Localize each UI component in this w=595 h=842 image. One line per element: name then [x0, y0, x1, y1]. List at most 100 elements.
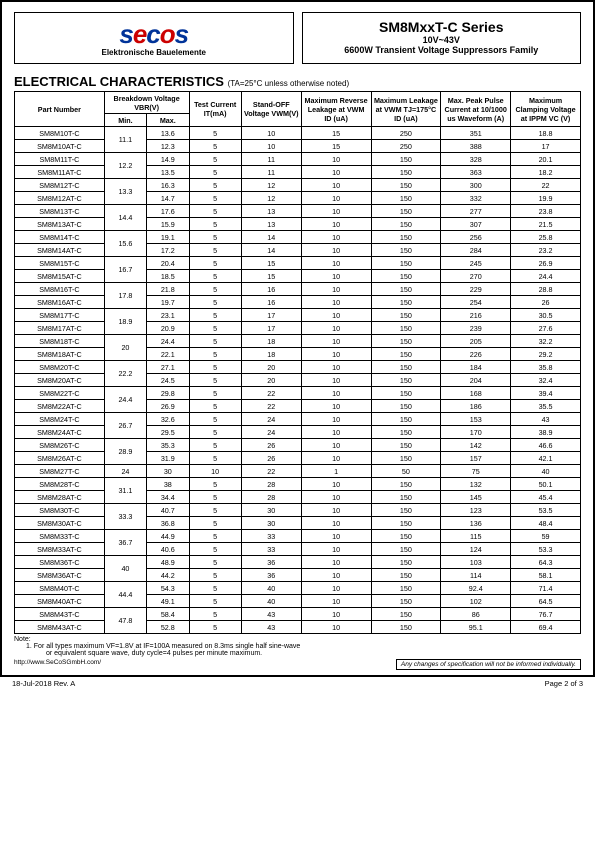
cell-ir: 10: [301, 517, 371, 530]
cell-bv-min: 18.9: [104, 309, 146, 335]
cell-ir175: 150: [371, 205, 441, 218]
cell-vwm: 43: [241, 621, 301, 634]
cell-ir175: 150: [371, 621, 441, 634]
cell-vwm: 12: [241, 179, 301, 192]
cell-vwm: 20: [241, 361, 301, 374]
cell-ipp: 95.1: [441, 621, 511, 634]
table-row: SM8M16T-C17.821.85161015022928.8: [15, 283, 581, 296]
cell-it: 5: [189, 348, 241, 361]
table-row: SM8M24AT-C29.55241015017038.9: [15, 426, 581, 439]
cell-it: 5: [189, 608, 241, 621]
cell-it: 5: [189, 244, 241, 257]
cell-ipp: 136: [441, 517, 511, 530]
cell-max: 31.9: [147, 452, 189, 465]
table-row: SM8M17T-C18.923.15171015021630.5: [15, 309, 581, 322]
note-line1: 1. For all types maximum VF=1.8V at IF=1…: [26, 643, 581, 650]
cell-vwm: 12: [241, 192, 301, 205]
cell-ir: 10: [301, 335, 371, 348]
cell-part-number: SM8M30T-C: [15, 504, 105, 517]
table-body: SM8M10T-C11.113.65101525035118.8SM8M10AT…: [15, 127, 581, 634]
cell-ir175: 150: [371, 478, 441, 491]
table-row: SM8M14T-C15.619.15141015025625.8: [15, 231, 581, 244]
cell-vc: 45.4: [511, 491, 581, 504]
cell-ir175: 150: [371, 374, 441, 387]
cell-max: 20.4: [147, 257, 189, 270]
cell-max: 23.1: [147, 309, 189, 322]
cell-it: 10: [189, 465, 241, 478]
characteristics-table: Part Number Breakdown Voltage VBR(V) Tes…: [14, 91, 581, 634]
cell-ir: 10: [301, 439, 371, 452]
col-test-current: Test Current IT(mA): [189, 92, 241, 127]
cell-vwm: 15: [241, 270, 301, 283]
cell-ipp: 145: [441, 491, 511, 504]
cell-ipp: 132: [441, 478, 511, 491]
cell-ipp: 75: [441, 465, 511, 478]
cell-vwm: 10: [241, 127, 301, 140]
cell-part-number: SM8M16AT-C: [15, 296, 105, 309]
cell-it: 5: [189, 166, 241, 179]
cell-max: 32.6: [147, 413, 189, 426]
cell-part-number: SM8M22AT-C: [15, 400, 105, 413]
cell-vc: 28.8: [511, 283, 581, 296]
cell-ipp: 328: [441, 153, 511, 166]
cell-max: 21.8: [147, 283, 189, 296]
cell-ir: 10: [301, 322, 371, 335]
cell-ipp: 332: [441, 192, 511, 205]
cell-it: 5: [189, 491, 241, 504]
cell-ir175: 150: [371, 244, 441, 257]
cell-ir175: 150: [371, 400, 441, 413]
cell-max: 19.1: [147, 231, 189, 244]
cell-max: 20.9: [147, 322, 189, 335]
cell-max: 16.3: [147, 179, 189, 192]
cell-ipp: 226: [441, 348, 511, 361]
cell-vwm: 17: [241, 322, 301, 335]
cell-it: 5: [189, 309, 241, 322]
cell-ipp: 103: [441, 556, 511, 569]
cell-max: 40.6: [147, 543, 189, 556]
cell-part-number: SM8M40T-C: [15, 582, 105, 595]
cell-vwm: 22: [241, 465, 301, 478]
table-row: SM8M12T-C13.316.35121015030022: [15, 179, 581, 192]
cell-ir175: 150: [371, 283, 441, 296]
col-clamping-voltage: Maximum Clamping Voltage at IPPM VC (V): [511, 92, 581, 127]
cell-vwm: 26: [241, 439, 301, 452]
cell-it: 5: [189, 283, 241, 296]
cell-max: 17.2: [147, 244, 189, 257]
footer-url: http://www.SeCoSGmbH.com/: [14, 659, 101, 670]
table-row: SM8M26T-C28.935.35261015014246.6: [15, 439, 581, 452]
cell-ir175: 150: [371, 348, 441, 361]
table-row: SM8M22AT-C26.95221015018635.5: [15, 400, 581, 413]
cell-bv-min: 15.6: [104, 231, 146, 257]
cell-bv-min: 26.7: [104, 413, 146, 439]
cell-bv-min: 16.7: [104, 257, 146, 283]
table-head: Part Number Breakdown Voltage VBR(V) Tes…: [15, 92, 581, 127]
cell-vc: 53.5: [511, 504, 581, 517]
cell-part-number: SM8M18AT-C: [15, 348, 105, 361]
cell-ir: 10: [301, 205, 371, 218]
cell-it: 5: [189, 192, 241, 205]
cell-part-number: SM8M15AT-C: [15, 270, 105, 283]
page-footer: 18-Jul-2018 Rev. A Page 2 of 3: [12, 679, 583, 688]
cell-it: 5: [189, 595, 241, 608]
cell-ir175: 150: [371, 296, 441, 309]
cell-ir: 10: [301, 348, 371, 361]
cell-vwm: 33: [241, 530, 301, 543]
table-row: SM8M11T-C12.214.95111015032820.1: [15, 153, 581, 166]
cell-max: 48.9: [147, 556, 189, 569]
cell-ir: 10: [301, 569, 371, 582]
cell-it: 5: [189, 257, 241, 270]
series-range: 10V~43V: [311, 35, 573, 45]
cell-bv-min: 28.9: [104, 439, 146, 465]
cell-vc: 69.4: [511, 621, 581, 634]
cell-ir175: 150: [371, 491, 441, 504]
cell-ipp: 142: [441, 439, 511, 452]
note-title: Note:: [14, 636, 581, 643]
cell-vc: 35.8: [511, 361, 581, 374]
cell-ipp: 86: [441, 608, 511, 621]
cell-part-number: SM8M28T-C: [15, 478, 105, 491]
cell-ir175: 50: [371, 465, 441, 478]
cell-it: 5: [189, 374, 241, 387]
cell-vwm: 40: [241, 582, 301, 595]
cell-ir175: 150: [371, 413, 441, 426]
cell-vwm: 11: [241, 166, 301, 179]
